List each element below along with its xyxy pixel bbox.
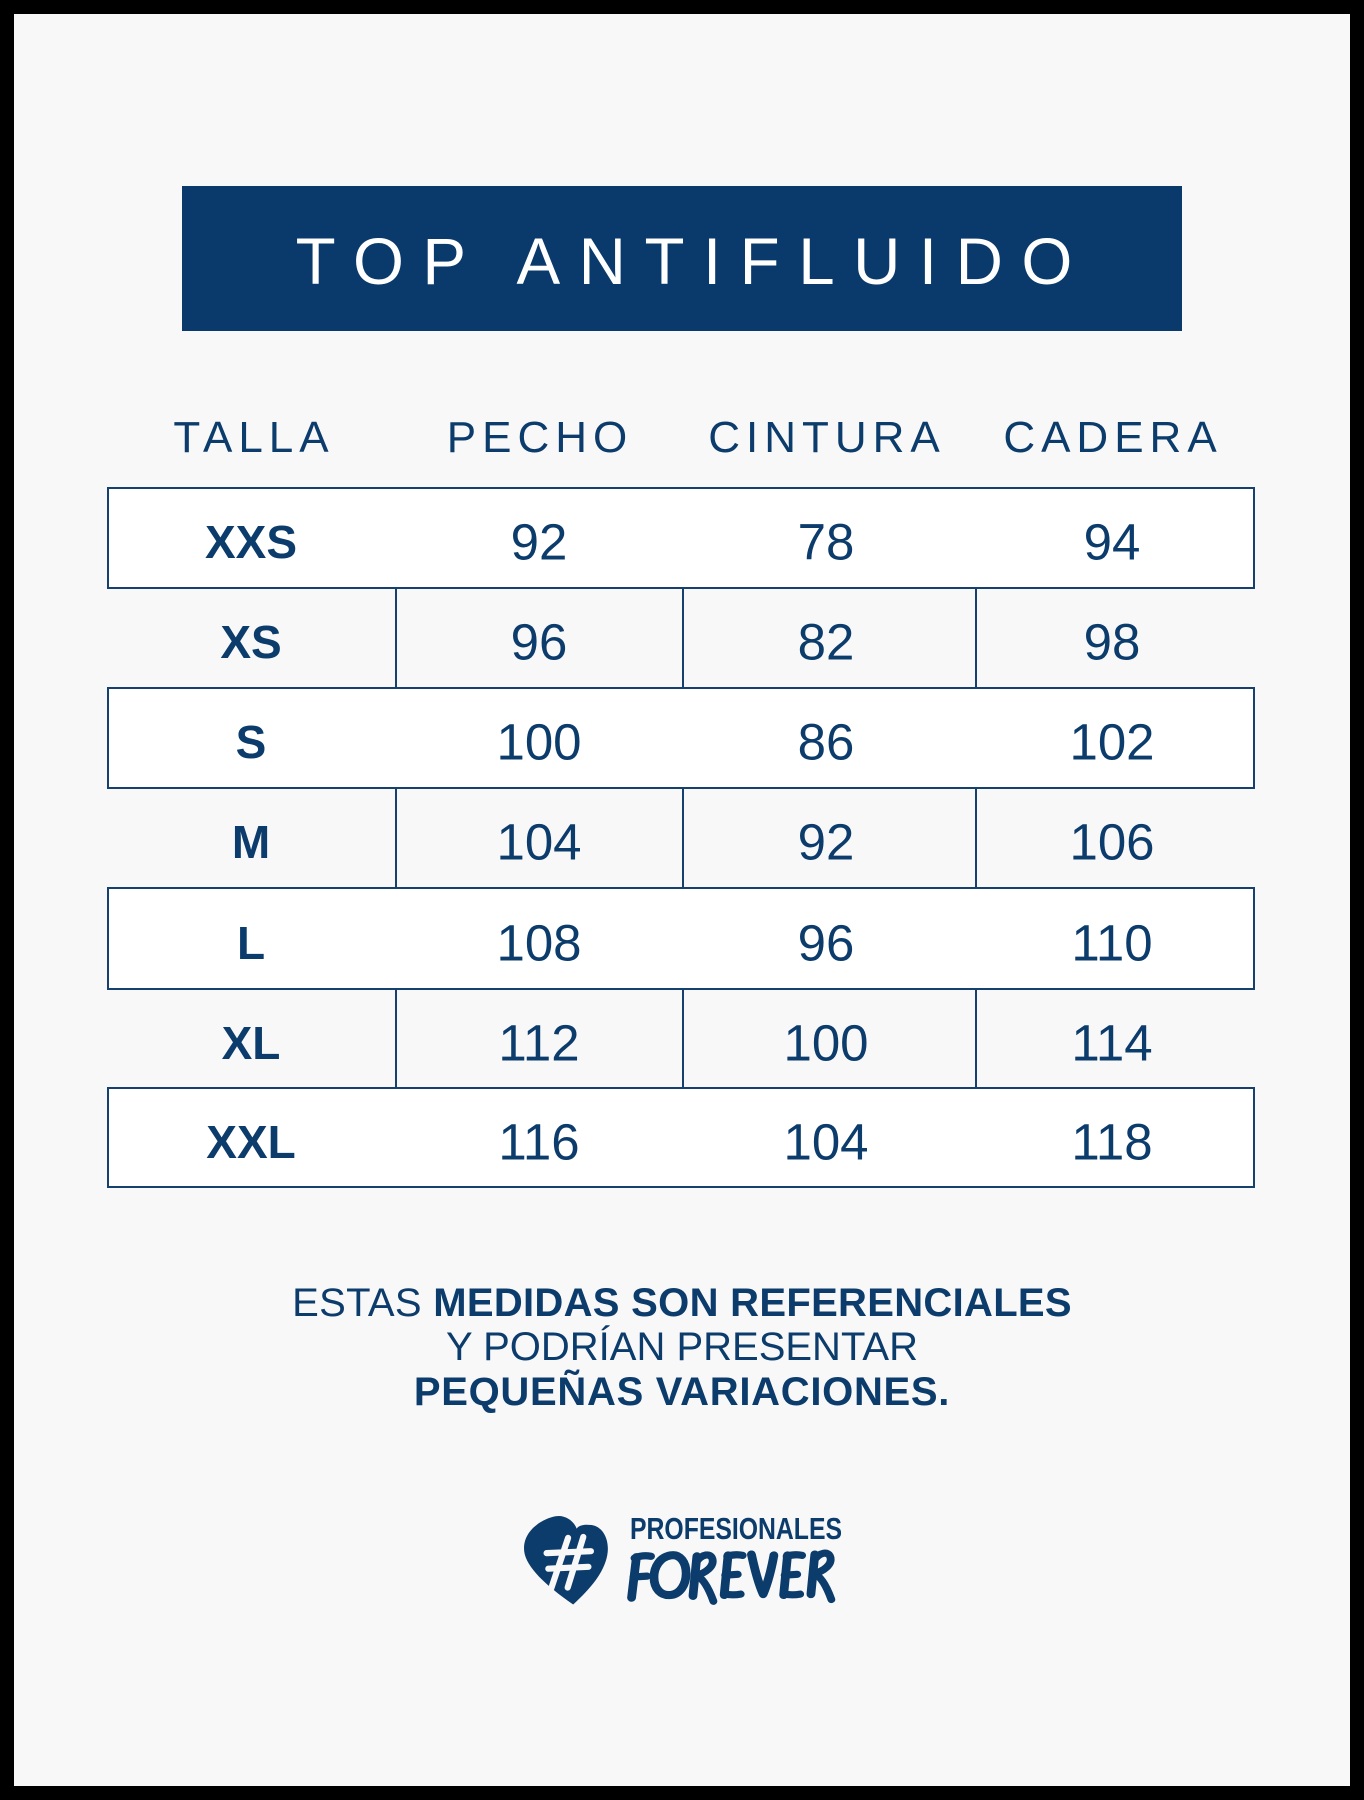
svg-text:PROFESIONALES: PROFESIONALES [630,1512,842,1546]
